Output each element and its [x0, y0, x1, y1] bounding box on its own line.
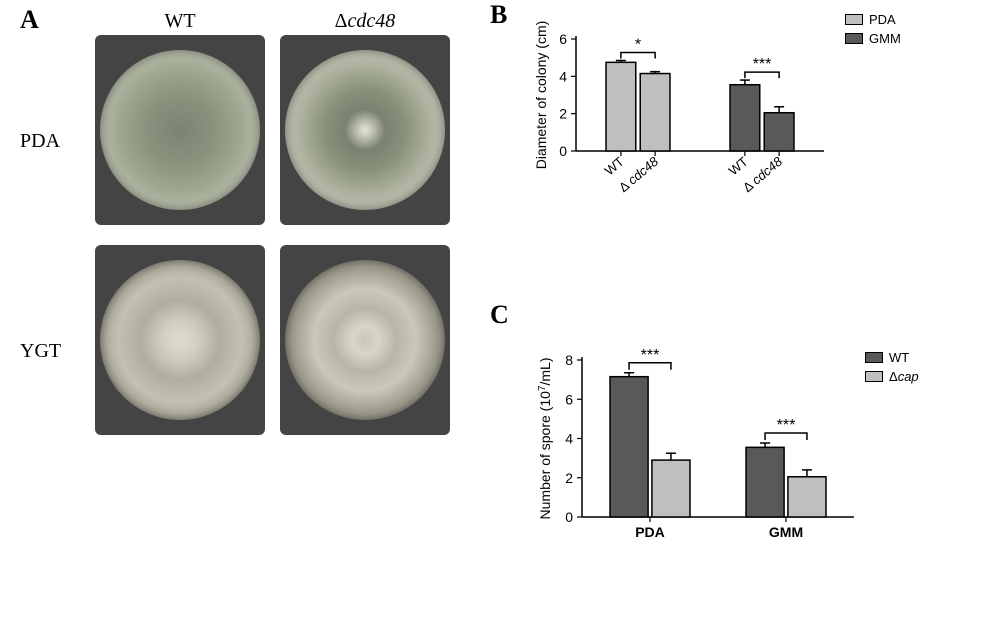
- svg-text:Δ cdc48: Δ cdc48: [740, 153, 786, 195]
- panel-a-label: A: [20, 5, 39, 35]
- plate-pda-wt: [95, 35, 265, 225]
- svg-text:6: 6: [565, 391, 573, 407]
- panel-c-label: C: [490, 300, 509, 330]
- delta-prefix: Δ: [335, 10, 348, 32]
- dish-icon: [100, 260, 260, 420]
- svg-text:0: 0: [559, 143, 567, 159]
- svg-text:0: 0: [565, 509, 573, 525]
- panel-c-chart: 0 2 4 6 8 Number of spore (107/mL) PDA GMM *** **…: [524, 320, 914, 615]
- svg-text:WT: WT: [726, 154, 751, 179]
- panel-b-chart: 0246Diameter of colony (cm)WTΔ cdc48WTΔ …: [524, 4, 884, 264]
- panel-a-col-mutant: Δcdc48: [280, 10, 450, 33]
- svg-text:Δ cdc48: Δ cdc48: [616, 153, 662, 195]
- gene-name: cdc48: [348, 10, 396, 32]
- svg-text:4: 4: [565, 431, 573, 447]
- panel-a-col-wt: WT: [95, 10, 265, 33]
- plate-pda-mutant: [280, 35, 450, 225]
- svg-text:WT: WT: [602, 154, 627, 179]
- svg-text:Number of spore (107/mL): Number of spore (107/mL): [537, 358, 554, 520]
- dish-icon: [100, 50, 260, 210]
- svg-text:*: *: [635, 36, 641, 53]
- svg-text:***: ***: [777, 417, 796, 434]
- dish-icon: [285, 50, 445, 210]
- svg-text:***: ***: [753, 56, 772, 73]
- plate-ygt-mutant: [280, 245, 450, 435]
- svg-text:GMM: GMM: [769, 524, 803, 540]
- panel-a-row-pda: PDA: [20, 130, 90, 153]
- svg-text:***: ***: [641, 347, 660, 364]
- svg-text:2: 2: [559, 106, 567, 122]
- plate-ygt-wt: [95, 245, 265, 435]
- panel-b-label: B: [490, 0, 507, 30]
- dish-icon: [285, 260, 445, 420]
- panel-a-row-ygt: YGT: [20, 340, 90, 363]
- svg-text:8: 8: [565, 352, 573, 368]
- svg-text:2: 2: [565, 470, 573, 486]
- svg-text:4: 4: [559, 68, 567, 84]
- panel-a-grid: [95, 35, 450, 440]
- svg-text:PDA: PDA: [635, 524, 665, 540]
- svg-text:6: 6: [559, 31, 567, 47]
- svg-text:Diameter of colony (cm): Diameter of colony (cm): [533, 21, 549, 170]
